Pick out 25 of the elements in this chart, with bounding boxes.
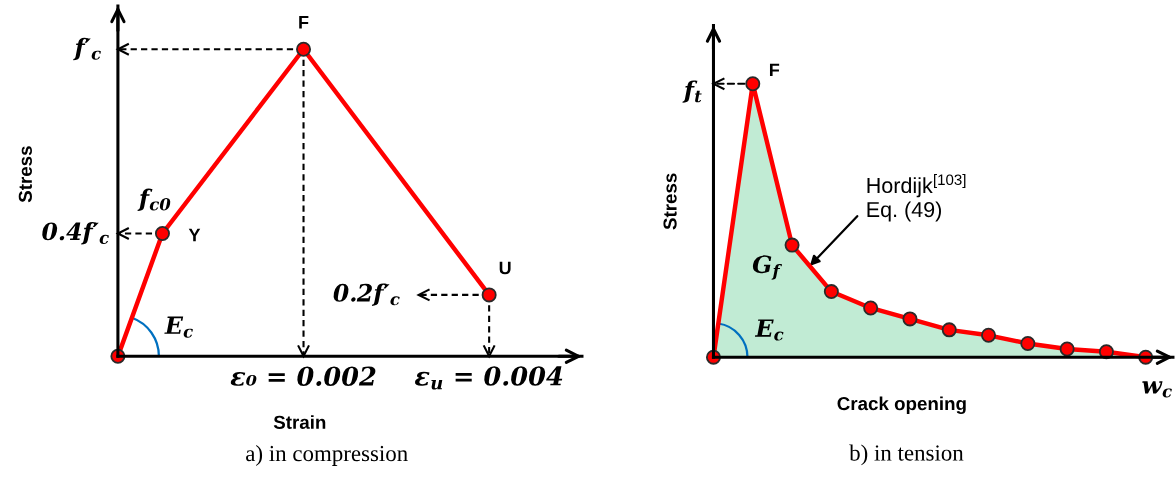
text: w$_{c}$: [1142, 381, 1172, 398]
text: a) in compression: [246, 445, 408, 466]
annotation: f$_{c0}$: [137, 188, 171, 212]
annotation: Hordijk$^{[103]}$ Eq. (49): [867, 174, 966, 222]
annotation: E$_{c}$: [164, 316, 193, 338]
x-tick-label: ε₀ = 0.002: [230, 366, 376, 386]
text: F: [769, 63, 780, 77]
x-axis-title: Strain: [273, 415, 326, 429]
annotation: 0.2f′$_{c}$: [333, 283, 400, 306]
annotation: 0.4f′$_{c}$: [42, 222, 109, 245]
point: [481, 287, 497, 303]
point: [154, 225, 170, 241]
x-axis-title: Crack opening: [837, 396, 966, 415]
y-axis-title: Stress: [663, 173, 677, 230]
annotation: G$_{f}$: [752, 255, 782, 280]
text: f$_{t}$: [682, 80, 702, 103]
annotation: F: [299, 16, 309, 29]
x-tick-label: ε$_{u}$ = 0.004: [414, 366, 563, 390]
annotation: E$_{c}$: [754, 319, 784, 341]
annotation: Y: [188, 228, 201, 242]
annotation: f′$_{c}$: [73, 37, 101, 61]
annotation: U: [499, 261, 511, 275]
y-axis-title: Stress: [18, 146, 32, 203]
text: b) in tension: [849, 444, 964, 466]
point: [296, 41, 312, 57]
